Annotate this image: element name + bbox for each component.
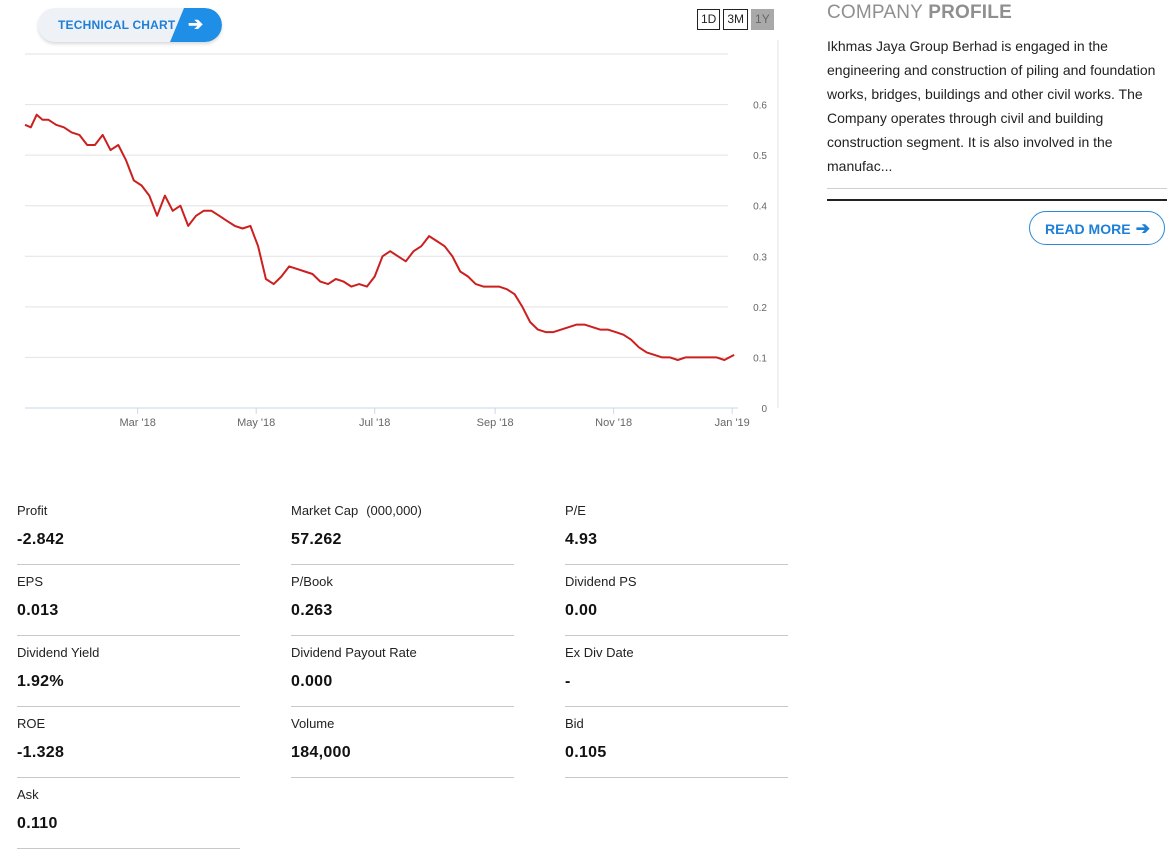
divider [17,706,240,707]
profile-title-light: COMPANY [827,2,923,23]
x-tick-label: Jan '19 [715,417,750,429]
stat-label-text: P/Book [291,574,333,589]
arrow-right-icon: ➔ [170,8,222,42]
stat-label: Profit [17,503,55,518]
profile-title-bold: PROFILE [928,2,1012,23]
stat-p-book: P/Book 0.263 [291,574,514,644]
stat-label: Volume [291,716,342,731]
technical-chart-label: TECHNICAL CHART [58,18,176,32]
stat-label: P/Book [291,574,341,589]
y-tick-label: 0.6 [753,101,767,112]
stat-label: Dividend Payout Rate [291,645,425,660]
stat-label: Dividend PS [565,574,645,589]
x-tick-label: May '18 [237,417,275,429]
range-3m-button[interactable]: 3M [723,9,749,30]
stat-roe: ROE -1.328 [17,716,240,786]
stat-value: 0.000 [291,673,333,690]
stat-value: -1.328 [17,744,65,761]
range-1y-button[interactable]: 1Y [751,9,774,30]
stat-label: Dividend Yield [17,645,107,660]
stat-label: EPS [17,574,51,589]
stat-label-text: Dividend Payout Rate [291,645,417,660]
stat-ex-div-date: Ex Div Date - [565,645,788,715]
stat-dividend-payout-rate: Dividend Payout Rate 0.000 [291,645,514,715]
divider [17,848,240,849]
y-tick-label: 0.5 [753,151,767,162]
stat-label-unit: (000,000) [366,503,422,518]
stat-label-text: Ask [17,787,39,802]
arrow-glyph: ➔ [188,14,204,34]
divider [17,777,240,778]
stat-value: - [565,673,571,690]
stat-dividend-yield: Dividend Yield 1.92% [17,645,240,715]
profile-description: Ikhmas Jaya Group Berhad is engaged in t… [827,38,1156,174]
stat-label: P/E [565,503,594,518]
x-tick-label: Nov '18 [595,417,632,429]
divider [291,777,514,778]
stat-label-text: Volume [291,716,335,731]
divider [565,706,788,707]
divider [565,635,788,636]
divider [827,188,1167,189]
price-series-line [24,113,735,361]
x-tick-label: Mar '18 [120,417,156,429]
stat-ask: Ask 0.110 [17,787,240,857]
y-tick-label: 0 [761,404,767,415]
stat-value: -2.842 [17,531,65,548]
technical-chart-button[interactable]: TECHNICAL CHART ➔ [38,8,222,42]
stat-label: ROE [17,716,53,731]
x-tick-label: Sep '18 [477,417,514,429]
stat-label: Market Cap (000,000) [291,503,422,518]
y-tick-label: 0.2 [753,303,767,314]
stat-value: 57.262 [291,531,342,548]
range-1d-button[interactable]: 1D [697,9,721,30]
price-chart: 0 0.1 0.2 0.3 0.4 0.5 0.6 Mar '18 May '18 Jul '18… [24,40,779,429]
stat-volume: Volume 184,000 [291,716,514,786]
y-tick-label: 0.3 [753,252,767,263]
stat-p-e: P/E 4.93 [565,503,788,573]
stat-label-text: ROE [17,716,46,731]
stat-label-text: Dividend Yield [17,645,100,660]
divider [17,564,240,565]
stat-market-cap: Market Cap (000,000) 57.262 [291,503,514,573]
stat-label-text: Dividend PS [565,574,637,589]
stat-profit: Profit -2.842 [17,503,240,573]
stat-value: 0.263 [291,602,333,619]
stat-value: 0.013 [17,602,59,619]
stat-dividend-ps: Dividend PS 0.00 [565,574,788,644]
divider [565,564,788,565]
company-profile: COMPANY PROFILE Ikhmas Jaya Group Berhad… [827,2,1167,245]
y-tick-label: 0.4 [753,202,767,213]
stat-value: 4.93 [565,531,598,548]
divider [565,777,788,778]
divider [291,635,514,636]
divider [17,635,240,636]
divider [291,706,514,707]
stat-label: Ask [17,787,47,802]
stat-label-text: P/E [565,503,586,518]
stat-label-text: EPS [17,574,44,589]
y-tick-label: 0.1 [753,353,767,364]
profile-title: COMPANY PROFILE [827,2,1167,24]
stat-eps: EPS 0.013 [17,574,240,644]
divider [291,564,514,565]
stat-value: 1.92% [17,673,64,690]
stat-value: 184,000 [291,744,351,761]
divider-thick [827,199,1167,201]
stat-value: 0.105 [565,744,607,761]
stat-label-text: Profit [17,503,48,518]
read-more-label: READ MORE [1045,221,1131,237]
stat-value: 0.00 [565,602,598,619]
stat-label-text: Ex Div Date [565,645,634,660]
stat-label-text: Bid [565,716,584,731]
stat-label: Bid [565,716,592,731]
read-more-button[interactable]: READ MORE ➔ [1029,211,1165,245]
stat-label-text: Market Cap [291,503,359,518]
range-selector: 1D 3M 1Y [697,9,774,30]
stat-label: Ex Div Date [565,645,642,660]
stat-bid: Bid 0.105 [565,716,788,786]
arrow-right-icon: ➔ [1135,219,1150,238]
stat-value: 0.110 [17,815,58,832]
x-tick-label: Jul '18 [359,417,390,429]
